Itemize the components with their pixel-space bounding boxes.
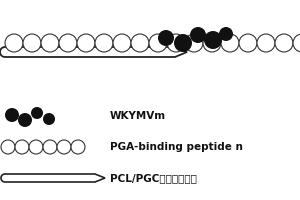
Circle shape (203, 34, 221, 52)
Circle shape (31, 107, 43, 119)
Circle shape (113, 34, 131, 52)
Circle shape (1, 140, 15, 154)
Circle shape (95, 34, 113, 52)
Circle shape (43, 113, 55, 125)
Circle shape (59, 34, 77, 52)
Circle shape (5, 34, 23, 52)
Circle shape (15, 140, 29, 154)
Circle shape (71, 140, 85, 154)
Text: PGA-binding peptide n: PGA-binding peptide n (110, 142, 243, 152)
Circle shape (149, 34, 167, 52)
Text: WKYMVm: WKYMVm (110, 111, 166, 121)
Circle shape (18, 113, 32, 127)
Circle shape (43, 140, 57, 154)
Circle shape (190, 27, 206, 43)
Circle shape (293, 34, 300, 52)
Circle shape (185, 34, 203, 52)
Circle shape (5, 108, 19, 122)
Polygon shape (1, 174, 105, 182)
Circle shape (239, 34, 257, 52)
Circle shape (158, 30, 174, 46)
Text: PCL/PGC纳米复合材料: PCL/PGC纳米复合材料 (110, 173, 197, 183)
Circle shape (41, 34, 59, 52)
Circle shape (57, 140, 71, 154)
Circle shape (174, 34, 192, 52)
Circle shape (29, 140, 43, 154)
Polygon shape (0, 47, 187, 57)
Circle shape (23, 34, 41, 52)
Circle shape (257, 34, 275, 52)
Circle shape (77, 34, 95, 52)
Circle shape (221, 34, 239, 52)
Circle shape (167, 34, 185, 52)
Circle shape (131, 34, 149, 52)
Circle shape (275, 34, 293, 52)
Circle shape (204, 31, 222, 49)
Circle shape (219, 27, 233, 41)
